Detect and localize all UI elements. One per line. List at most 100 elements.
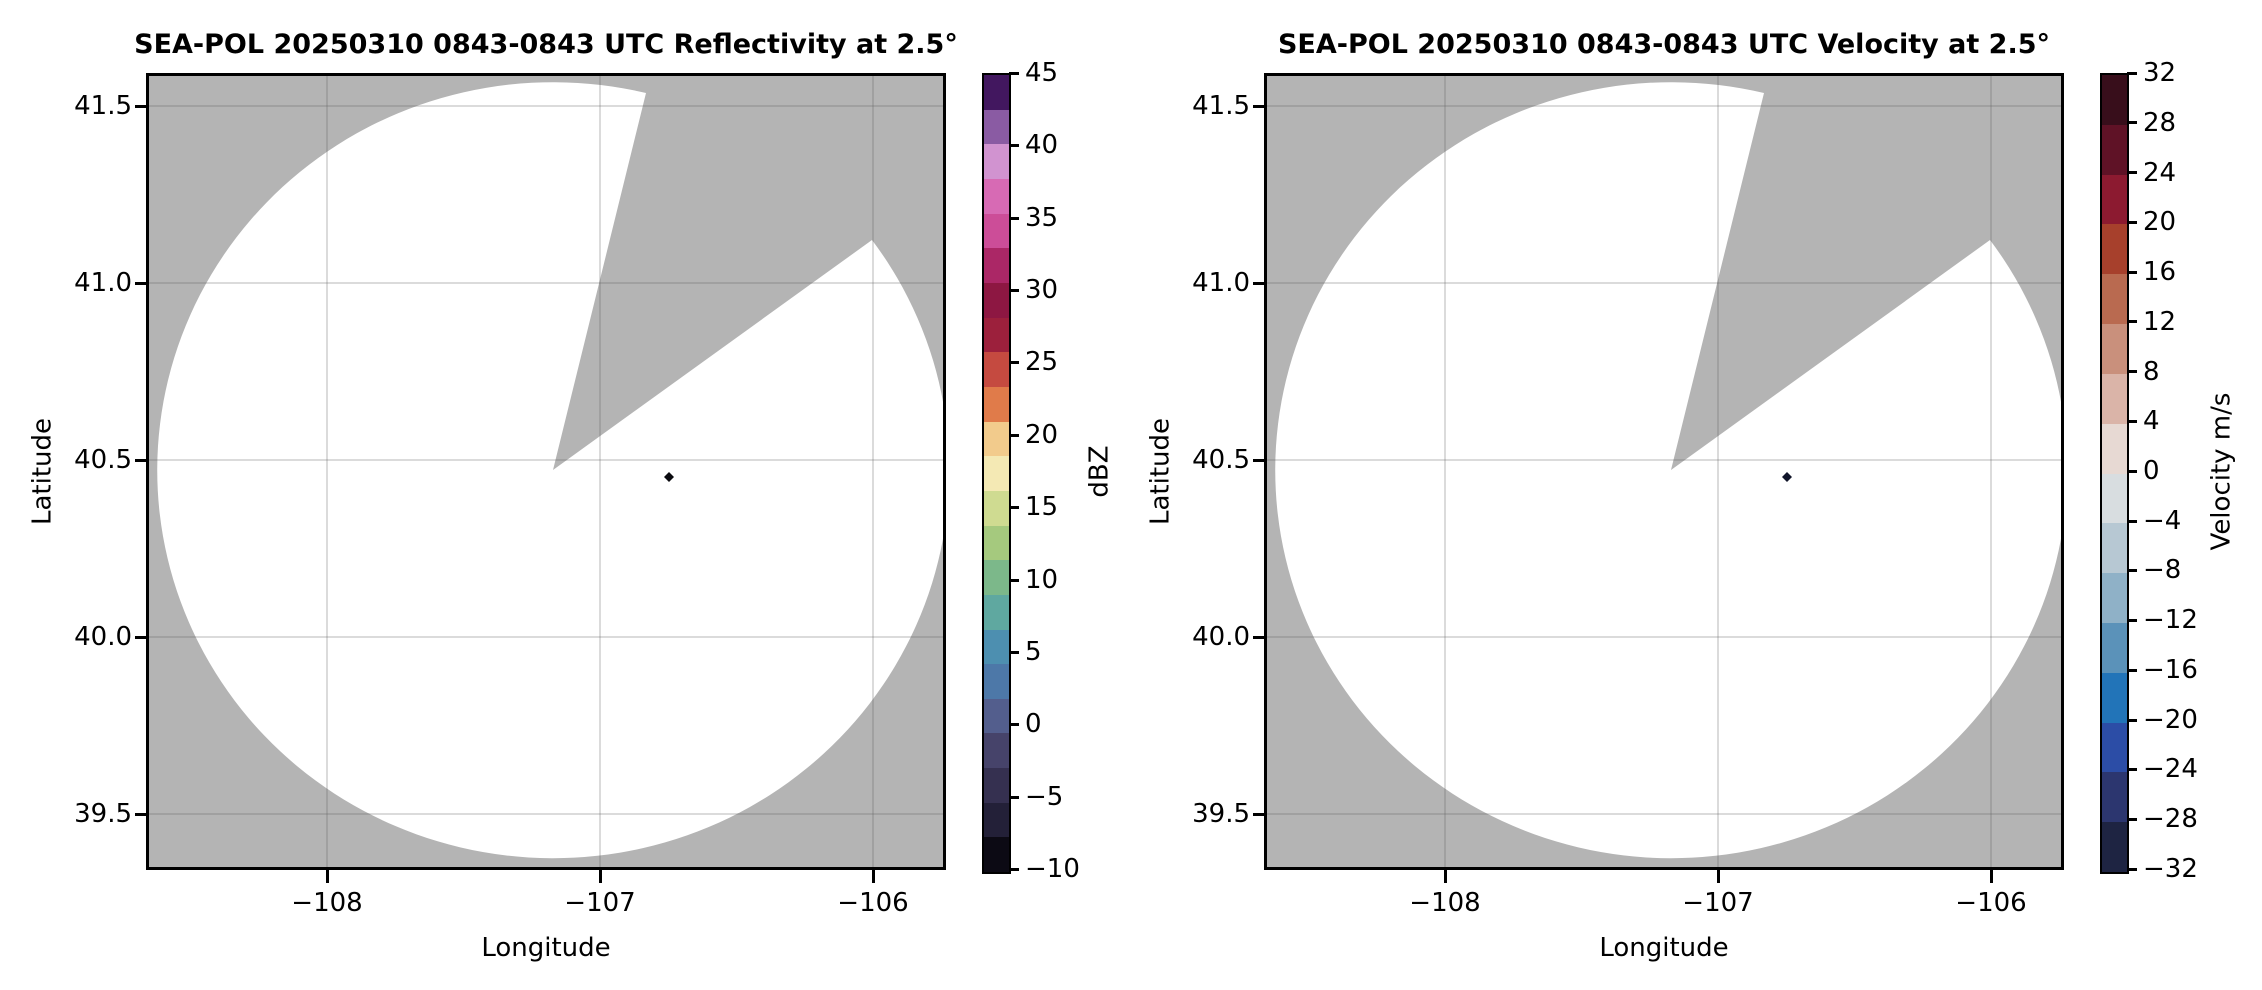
radar-coverage-area — [157, 82, 946, 859]
colorbar-bin — [2102, 224, 2127, 275]
reflectivity-panel: SEA-POL 20250310 0843-0843 UTC Reflectiv… — [28, 29, 958, 963]
cbar-tick — [1009, 579, 1019, 582]
x-tick — [1443, 870, 1447, 883]
cbar-tick — [2127, 271, 2137, 274]
cbar-tick-label: 40 — [1025, 130, 1059, 160]
cbar-tick-label: 12 — [2143, 307, 2177, 337]
radar-coverage-area — [1275, 82, 2064, 859]
cbar-tick — [1009, 217, 1019, 220]
cbar-tick — [2127, 171, 2137, 174]
cbar-tick — [2127, 221, 2137, 224]
y-tick — [1253, 281, 1264, 285]
y-tick — [135, 281, 146, 285]
y-tick-label: 40.5 — [1192, 445, 1250, 475]
cbar-tick — [2127, 72, 2137, 75]
x-tick-label: −107 — [564, 888, 636, 918]
cbar-tick — [2127, 768, 2137, 771]
y-tick — [1253, 458, 1264, 462]
cbar-tick-label: −12 — [2143, 605, 2198, 635]
cbar-tick — [2127, 719, 2137, 722]
cbar-tick-label: 35 — [1025, 203, 1059, 233]
cbar-tick-label: 5 — [1025, 637, 1042, 667]
colorbar-bin — [2102, 573, 2127, 623]
cbar-tick-label: 10 — [1025, 565, 1059, 595]
y-tick-label: 41.5 — [1192, 91, 1250, 121]
plot-frame — [1264, 73, 2064, 870]
cbar-tick-label: 24 — [2143, 158, 2177, 188]
cbar-tick — [2127, 470, 2137, 473]
cbar-tick — [1009, 144, 1019, 147]
cbar-tick-label: −20 — [2143, 705, 2198, 735]
cbar-tick — [1009, 651, 1019, 654]
cbar-tick-label: 32 — [2143, 58, 2177, 88]
cbar-tick-label: 0 — [2143, 456, 2160, 486]
x-tick — [325, 870, 329, 883]
y-tick-label: 40.0 — [1192, 622, 1250, 652]
colorbar-bin — [984, 733, 1009, 769]
cbar-tick-label: −10 — [1025, 854, 1080, 884]
colorbar-bin — [2102, 722, 2127, 773]
cbar-tick — [2127, 569, 2137, 572]
cbar-tick — [1009, 434, 1019, 437]
cbar-tick — [2127, 320, 2137, 323]
colorbar-bin — [2102, 274, 2127, 325]
colorbar-unit-label: Velocity m/s — [2206, 392, 2237, 551]
cbar-tick — [1009, 723, 1019, 726]
y-tick-label: 41.5 — [74, 91, 132, 121]
cbar-tick-label: −28 — [2143, 804, 2198, 834]
y-tick-label: 40.5 — [74, 445, 132, 475]
colorbar-bin — [2102, 822, 2127, 872]
colorbar-bin — [2102, 124, 2127, 175]
cbar-tick-label: −8 — [2143, 555, 2182, 585]
y-tick-label: 41.0 — [1192, 268, 1250, 298]
colorbar-bin — [984, 768, 1009, 803]
radar-echo-marker — [664, 472, 674, 482]
cbar-tick-label: −32 — [2143, 854, 2198, 884]
colorbar-bin — [984, 421, 1009, 457]
x-tick — [598, 870, 602, 883]
cbar-tick-label: −4 — [2143, 506, 2182, 536]
y-tick — [135, 104, 146, 108]
y-tick — [1253, 635, 1264, 639]
colorbar-bin — [2102, 75, 2127, 125]
y-tick — [135, 812, 146, 816]
colorbar-bin — [2102, 672, 2127, 723]
velocity-title: SEA-POL 20250310 0843-0843 UTC Velocity … — [1277, 29, 2051, 60]
colorbar-bin — [2102, 523, 2127, 574]
x-tick-label: −106 — [1955, 888, 2027, 918]
colorbar-bin — [984, 837, 1009, 873]
cbar-tick — [2127, 619, 2137, 622]
colorbar-bin — [984, 698, 1009, 734]
cbar-tick — [1009, 72, 1019, 75]
colorbar-bin — [984, 317, 1009, 353]
y-axis-label: Latitude — [1145, 418, 1176, 526]
cbar-tick — [2127, 818, 2137, 821]
y-tick-label: 40.0 — [74, 622, 132, 652]
x-axis-label: Longitude — [481, 933, 611, 963]
cbar-tick — [1009, 289, 1019, 292]
colorbar-bin — [2102, 373, 2127, 424]
cbar-tick-label: 16 — [2143, 257, 2177, 287]
colorbar-bin — [984, 248, 1009, 283]
colorbar-bin — [984, 213, 1009, 249]
colorbar-bin — [984, 144, 1009, 179]
x-axis-label: Longitude — [1599, 933, 1729, 963]
colorbar-bin — [984, 456, 1009, 491]
colorbar-bin — [984, 594, 1009, 630]
cbar-tick — [1009, 796, 1019, 799]
colorbar-bin — [2102, 324, 2127, 374]
plot-frame — [146, 73, 946, 870]
x-tick-label: −108 — [291, 888, 363, 918]
cbar-tick-label: 20 — [2143, 207, 2177, 237]
colorbar-bin — [984, 490, 1009, 526]
cbar-tick-label: 45 — [1025, 58, 1059, 88]
cbar-tick — [2127, 121, 2137, 124]
y-tick-label: 39.5 — [74, 799, 132, 829]
x-tick-label: −107 — [1682, 888, 1754, 918]
reflectivity-title: SEA-POL 20250310 0843-0843 UTC Reflectiv… — [134, 29, 958, 60]
cbar-tick — [2127, 669, 2137, 672]
colorbar-bin — [984, 629, 1009, 665]
cbar-tick-label: −5 — [1025, 782, 1064, 812]
gridlines — [146, 73, 946, 870]
cbar-tick — [2127, 370, 2137, 373]
